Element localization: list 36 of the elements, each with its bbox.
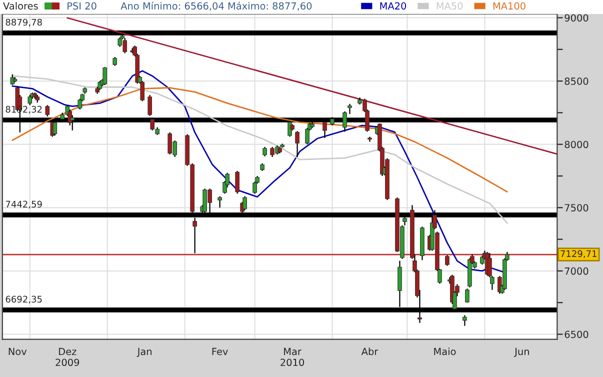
x-tick-label: Abr xyxy=(361,348,378,356)
x-tick-label: Dez 2009 xyxy=(56,348,80,366)
candlestick xyxy=(242,196,247,211)
candlestick xyxy=(218,196,222,208)
ref-line-label: 7129,71 xyxy=(560,250,596,258)
candlestick xyxy=(305,127,310,145)
x-tick-label: Maio xyxy=(434,348,456,356)
y-tick-label: 7500 xyxy=(564,204,588,212)
x-tick-label: Jan xyxy=(136,348,152,357)
y-tick-label: 8000 xyxy=(564,140,588,148)
candlestick xyxy=(140,80,145,102)
ref-line-label: 6692,35 xyxy=(6,296,42,304)
candlestick xyxy=(368,136,372,142)
y-tick-label: 8500 xyxy=(564,78,588,85)
candlestick xyxy=(462,314,467,326)
y-tick-label: 7000 xyxy=(564,267,588,275)
candlestick xyxy=(348,103,352,115)
candlestick xyxy=(465,288,470,304)
y-tick-label: 9000 xyxy=(564,14,588,22)
legend-label: MA100 xyxy=(493,2,526,10)
x-tick-label: Fev xyxy=(212,348,228,356)
candlestick xyxy=(235,170,240,194)
y-tick-label: 6500 xyxy=(564,330,588,338)
text: Ano Mínimo: 6566,04 Máximo: 8877,60 xyxy=(120,2,312,11)
candlestick xyxy=(445,254,450,266)
legend-title: Valores xyxy=(3,2,38,10)
candlestick xyxy=(28,94,32,106)
x-tick-label: Nov xyxy=(8,348,27,356)
legend-label: MA20 xyxy=(380,2,406,10)
candlestick xyxy=(295,130,300,158)
x-tick-label: Jun xyxy=(514,348,529,357)
ref-line-label: 7442,59 xyxy=(6,200,42,209)
x-tick-label: Mar 2010 xyxy=(280,348,304,366)
legend-label: PSI 20 xyxy=(68,2,96,10)
candlestick xyxy=(262,146,267,157)
ref-line-label: 8879,78 xyxy=(6,18,42,27)
